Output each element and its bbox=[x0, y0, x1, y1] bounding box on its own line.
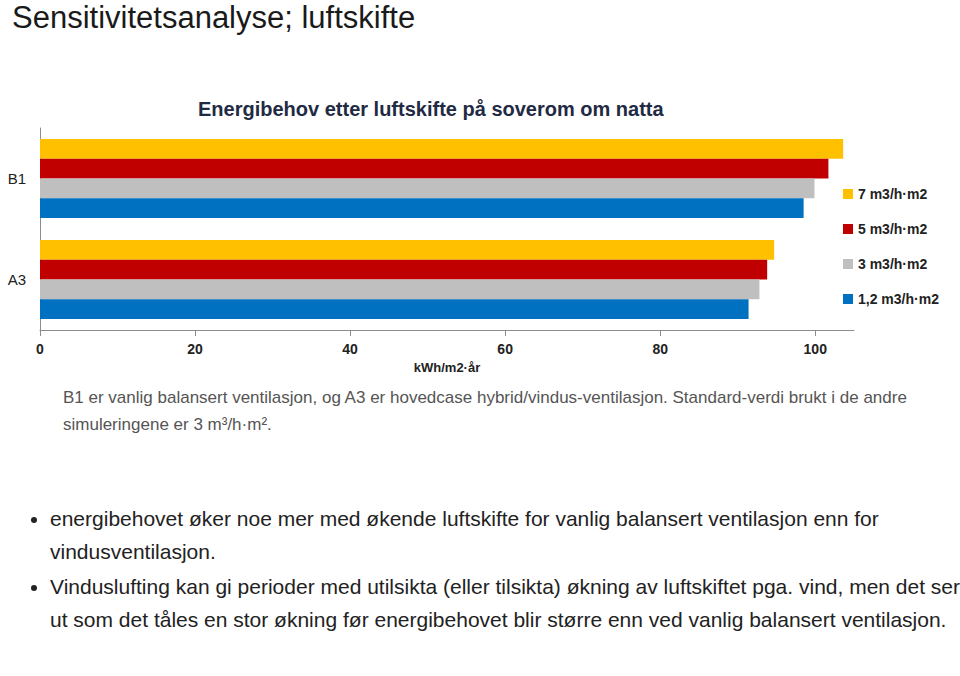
svg-text:B1: B1 bbox=[8, 170, 26, 187]
svg-text:kWh/m2·år: kWh/m2·år bbox=[414, 360, 480, 375]
html-text:energibehovet øker noe mer med: energibehovet øker noe mer med økende lu… bbox=[50, 507, 879, 563]
svg-text:5 m3/h·m2: 5 m3/h·m2 bbox=[858, 221, 927, 237]
html-text:Vinduslufting kan gi perioder: Vinduslufting kan gi perioder med utilsi… bbox=[50, 575, 960, 631]
svg-text:1,2 m3/h·m2: 1,2 m3/h·m2 bbox=[858, 291, 939, 307]
svg-text:100: 100 bbox=[804, 341, 828, 357]
svg-text:40: 40 bbox=[342, 341, 358, 357]
svg-text:20: 20 bbox=[187, 341, 203, 357]
html-text:Sensitivitetsanalyse; luftskif: Sensitivitetsanalyse; luftskifte bbox=[12, 0, 416, 35]
html-text:B1 er vanlig balansert ventila: B1 er vanlig balansert ventilasjon, og A… bbox=[63, 388, 907, 434]
svg-text:3 m3/h·m2: 3 m3/h·m2 bbox=[858, 256, 927, 272]
svg-text:0: 0 bbox=[36, 341, 44, 357]
svg-text:Energibehov etter luftskifte p: Energibehov etter luftskifte på soverom … bbox=[198, 98, 665, 120]
svg-text:7 m3/h·m2: 7 m3/h·m2 bbox=[858, 186, 927, 202]
svg-text:60: 60 bbox=[497, 341, 513, 357]
svg-text:80: 80 bbox=[652, 341, 668, 357]
svg-text:A3: A3 bbox=[8, 271, 26, 288]
